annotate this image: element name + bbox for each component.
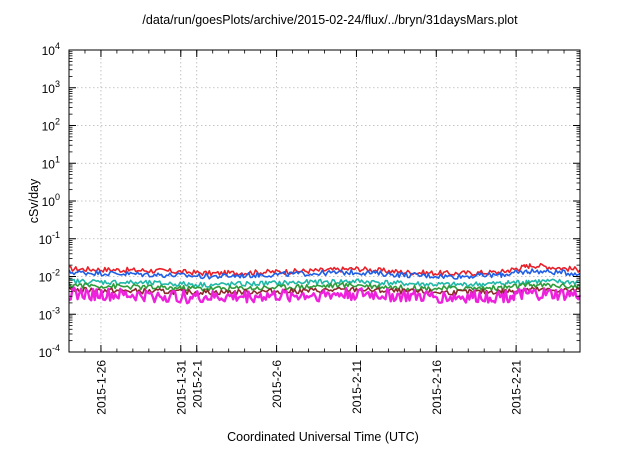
x-axis-label: Coordinated Universal Time (UTC) (227, 430, 419, 444)
x-tick-label: 2015-1-26 (94, 360, 108, 415)
chart-title: /data/run/goesPlots/archive/2015-02-24/f… (142, 13, 518, 27)
series-line (68, 281, 581, 292)
series-line (68, 278, 580, 288)
series-line (68, 268, 581, 280)
x-tick-label: 2015-2-1 (190, 360, 204, 408)
y-tick-label: 101 (42, 154, 60, 171)
y-tick-label: 100 (42, 192, 60, 209)
ticks: 104 103 102 101 100 10-1 10-2 10-3 10-4 2015-1-26… (39, 41, 581, 415)
x-tick-label: 2015-2-11 (350, 360, 364, 414)
series-layer (68, 262, 582, 305)
y-tick-label: 10-2 (39, 268, 60, 285)
y-axis-label: cSv/day (27, 178, 41, 223)
x-tick-label: 2015-2-21 (510, 360, 524, 415)
series-line (68, 286, 582, 305)
y-tick-label: 10-1 (39, 230, 60, 247)
y-tick-label: 103 (42, 79, 60, 96)
x-tick-label: 2015-2-16 (430, 360, 444, 415)
series-line (68, 262, 581, 277)
y-tick-label: 10-4 (39, 343, 60, 360)
x-tick-label: 2015-1-31 (174, 360, 188, 415)
y-tick-label: 10-3 (39, 305, 60, 322)
x-tick-label: 2015-2-6 (270, 360, 284, 408)
grid (69, 50, 580, 352)
y-tick-label: 102 (42, 117, 60, 134)
y-tick-label: 104 (42, 41, 60, 58)
